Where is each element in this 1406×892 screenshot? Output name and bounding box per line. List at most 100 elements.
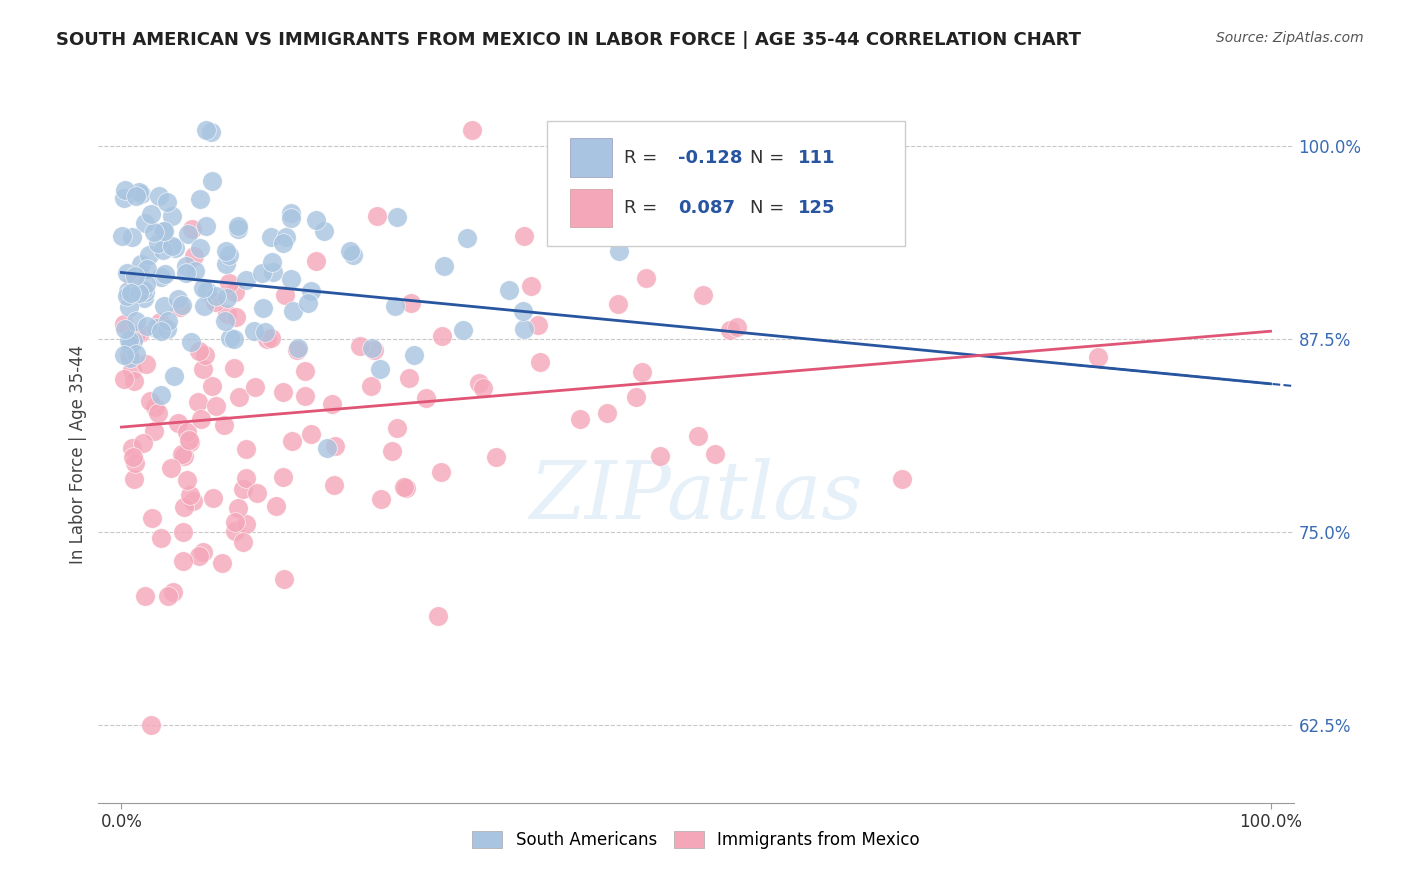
Point xyxy=(468,376,491,391)
Text: R =: R = xyxy=(624,199,664,217)
Point xyxy=(157,589,180,603)
Point xyxy=(294,389,316,403)
Text: 0.087: 0.087 xyxy=(678,199,735,217)
Point xyxy=(226,219,249,234)
Point xyxy=(280,271,302,285)
Point xyxy=(574,202,596,216)
Point xyxy=(432,329,454,343)
Point xyxy=(513,229,536,244)
Point xyxy=(162,209,184,223)
Point xyxy=(180,335,202,350)
Point xyxy=(297,295,319,310)
Point xyxy=(381,443,404,458)
Text: 111: 111 xyxy=(797,149,835,167)
Point xyxy=(228,500,250,515)
Point xyxy=(148,189,170,203)
Point xyxy=(394,480,416,494)
Point xyxy=(692,288,714,302)
Point xyxy=(156,322,179,336)
Point xyxy=(366,209,388,223)
Point xyxy=(212,418,235,433)
Point xyxy=(160,461,183,475)
Point xyxy=(134,285,156,299)
Point xyxy=(139,393,162,408)
Point xyxy=(224,515,246,529)
Point xyxy=(135,318,157,333)
Point xyxy=(299,426,322,441)
Point xyxy=(141,718,163,732)
Point xyxy=(232,535,254,549)
Point xyxy=(141,207,163,221)
Text: Source: ZipAtlas.com: Source: ZipAtlas.com xyxy=(1216,31,1364,45)
Point xyxy=(153,224,176,238)
Point xyxy=(160,239,183,253)
Point xyxy=(129,186,152,201)
Text: N =: N = xyxy=(749,149,790,167)
Point xyxy=(235,273,257,287)
Point xyxy=(274,229,297,244)
Point xyxy=(527,318,550,332)
Point xyxy=(191,544,214,558)
Point xyxy=(704,446,727,460)
Point xyxy=(125,328,148,343)
Point xyxy=(204,295,226,310)
Point xyxy=(143,225,166,239)
Point xyxy=(165,241,187,255)
Point xyxy=(174,266,197,280)
Point xyxy=(124,456,146,470)
Point xyxy=(162,585,184,599)
Point xyxy=(387,211,409,225)
Point xyxy=(152,224,174,238)
Point xyxy=(243,324,266,338)
Point xyxy=(287,341,309,355)
Point xyxy=(235,442,257,457)
Point xyxy=(114,183,136,197)
Point xyxy=(264,499,287,513)
Point xyxy=(191,281,214,295)
Point xyxy=(321,397,343,411)
Point xyxy=(135,277,157,292)
Point xyxy=(172,554,194,568)
Point xyxy=(281,434,304,448)
Point xyxy=(215,257,238,271)
Point xyxy=(1087,350,1109,364)
Point xyxy=(634,271,657,285)
Point xyxy=(596,406,619,420)
Point xyxy=(451,323,474,337)
Point xyxy=(179,488,201,502)
Point xyxy=(217,307,239,321)
Point xyxy=(650,449,672,463)
Point xyxy=(176,425,198,439)
Point xyxy=(118,347,141,361)
Point xyxy=(529,355,551,369)
Point xyxy=(415,392,437,406)
Point xyxy=(172,298,194,312)
Point xyxy=(606,297,628,311)
Point xyxy=(205,400,228,414)
Point xyxy=(224,524,246,539)
Point xyxy=(281,303,304,318)
Point xyxy=(194,348,217,362)
Point xyxy=(150,270,173,285)
Point xyxy=(485,450,508,464)
Point xyxy=(142,425,165,439)
Point xyxy=(145,320,167,334)
Point xyxy=(404,348,426,362)
Point xyxy=(456,231,478,245)
Point xyxy=(271,470,294,484)
Point xyxy=(135,357,157,371)
Point xyxy=(152,243,174,257)
Point xyxy=(149,388,172,402)
Text: R =: R = xyxy=(624,149,664,167)
Point xyxy=(385,421,408,435)
Point xyxy=(125,347,148,361)
Point xyxy=(176,259,198,273)
Point xyxy=(120,351,142,365)
Point xyxy=(190,411,212,425)
Point xyxy=(193,299,215,313)
Point xyxy=(399,296,422,310)
Point xyxy=(260,255,283,269)
Point xyxy=(253,325,276,339)
Point xyxy=(194,219,217,234)
Point xyxy=(115,289,138,303)
